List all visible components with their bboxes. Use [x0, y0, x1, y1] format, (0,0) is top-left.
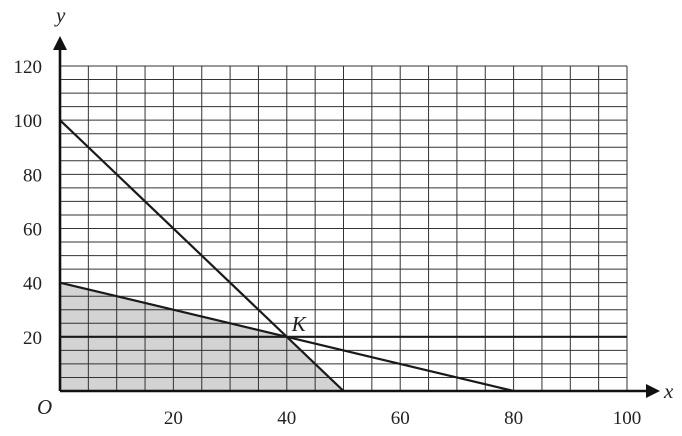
x-axis-label: x — [663, 379, 674, 403]
x-axis-arrow — [646, 384, 660, 398]
y-tick-label: 80 — [23, 165, 42, 186]
origin-label: O — [37, 395, 52, 419]
y-axis-label: y — [54, 3, 66, 27]
y-axis-arrow — [53, 36, 67, 50]
x-tick-label: 80 — [504, 408, 523, 429]
y-tick-label: 100 — [14, 111, 43, 132]
grid — [60, 65, 628, 391]
y-tick-label: 40 — [23, 274, 42, 295]
axes — [53, 36, 660, 398]
x-tick-label: 60 — [391, 408, 410, 429]
y-tick-label: 20 — [23, 328, 42, 349]
y-tick-label: 60 — [23, 220, 42, 241]
x-tick-label: 20 — [164, 408, 183, 429]
point-k-label: K — [291, 312, 307, 336]
constraint-lines — [59, 119, 627, 393]
y-tick-label: 120 — [14, 57, 43, 78]
tick-labels: 20 40 60 80 100 20 40 60 80 100 120 — [14, 57, 642, 429]
x-tick-label: 100 — [613, 408, 642, 429]
constraint-line-1 — [59, 119, 345, 392]
x-tick-label: 40 — [277, 408, 296, 429]
